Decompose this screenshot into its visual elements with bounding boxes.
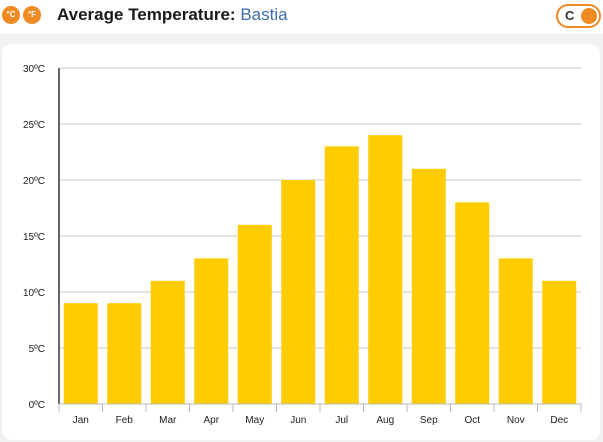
y-tick-label: 10ºC xyxy=(23,288,45,299)
temperature-chart: 0ºC 5ºC 10ºC 15ºC 20ºC 25ºC 30ºC Jan Feb Mar Apr Ma… xyxy=(23,64,582,426)
chart-header: °C °F Average Temperature: Bastia C xyxy=(0,0,603,34)
x-tick-label: Sep xyxy=(420,415,438,426)
x-tick-label: Jul xyxy=(335,415,348,426)
bar xyxy=(63,303,98,404)
x-tick-label: Jun xyxy=(290,415,306,426)
unit-selector: °C °F xyxy=(2,6,41,24)
y-tick-label: 0ºC xyxy=(29,400,45,411)
bar xyxy=(455,202,490,404)
bar xyxy=(107,303,142,404)
bar xyxy=(368,135,403,404)
x-tick-label: Nov xyxy=(507,415,525,426)
y-tick-label: 15ºC xyxy=(23,232,45,243)
unit-toggle-label: C xyxy=(565,8,575,23)
x-tick-label: Aug xyxy=(376,415,394,426)
title-city: Bastia xyxy=(240,5,288,24)
bar xyxy=(498,258,533,404)
x-tick-label: Feb xyxy=(116,415,134,426)
fahrenheit-badge[interactable]: °F xyxy=(23,6,41,24)
y-tick-label: 30ºC xyxy=(23,64,45,75)
bar xyxy=(281,180,316,404)
unit-toggle-knob xyxy=(581,8,597,24)
y-tick-label: 5ºC xyxy=(29,344,45,355)
x-tick-label: Mar xyxy=(159,415,177,426)
unit-toggle[interactable]: C xyxy=(556,4,601,28)
bar xyxy=(324,146,359,404)
bar xyxy=(411,168,446,404)
bar xyxy=(542,280,577,404)
chart-panel: 0ºC 5ºC 10ºC 15ºC 20ºC 25ºC 30ºC Jan Feb Mar Apr Ma… xyxy=(2,44,600,440)
x-tick-label: Oct xyxy=(464,415,480,426)
bar xyxy=(150,280,185,404)
chart-title: Average Temperature: Bastia xyxy=(57,5,288,25)
celsius-badge[interactable]: °C xyxy=(2,6,20,24)
y-tick-label: 20ºC xyxy=(23,176,45,187)
x-tick-label: May xyxy=(245,415,264,426)
bar xyxy=(194,258,229,404)
bar xyxy=(237,224,272,404)
title-main: Average Temperature: xyxy=(57,5,236,24)
x-tick-label: Apr xyxy=(203,415,219,426)
x-tick-label: Dec xyxy=(550,415,568,426)
y-tick-label: 25ºC xyxy=(23,120,45,131)
x-tick-label: Jan xyxy=(73,415,89,426)
